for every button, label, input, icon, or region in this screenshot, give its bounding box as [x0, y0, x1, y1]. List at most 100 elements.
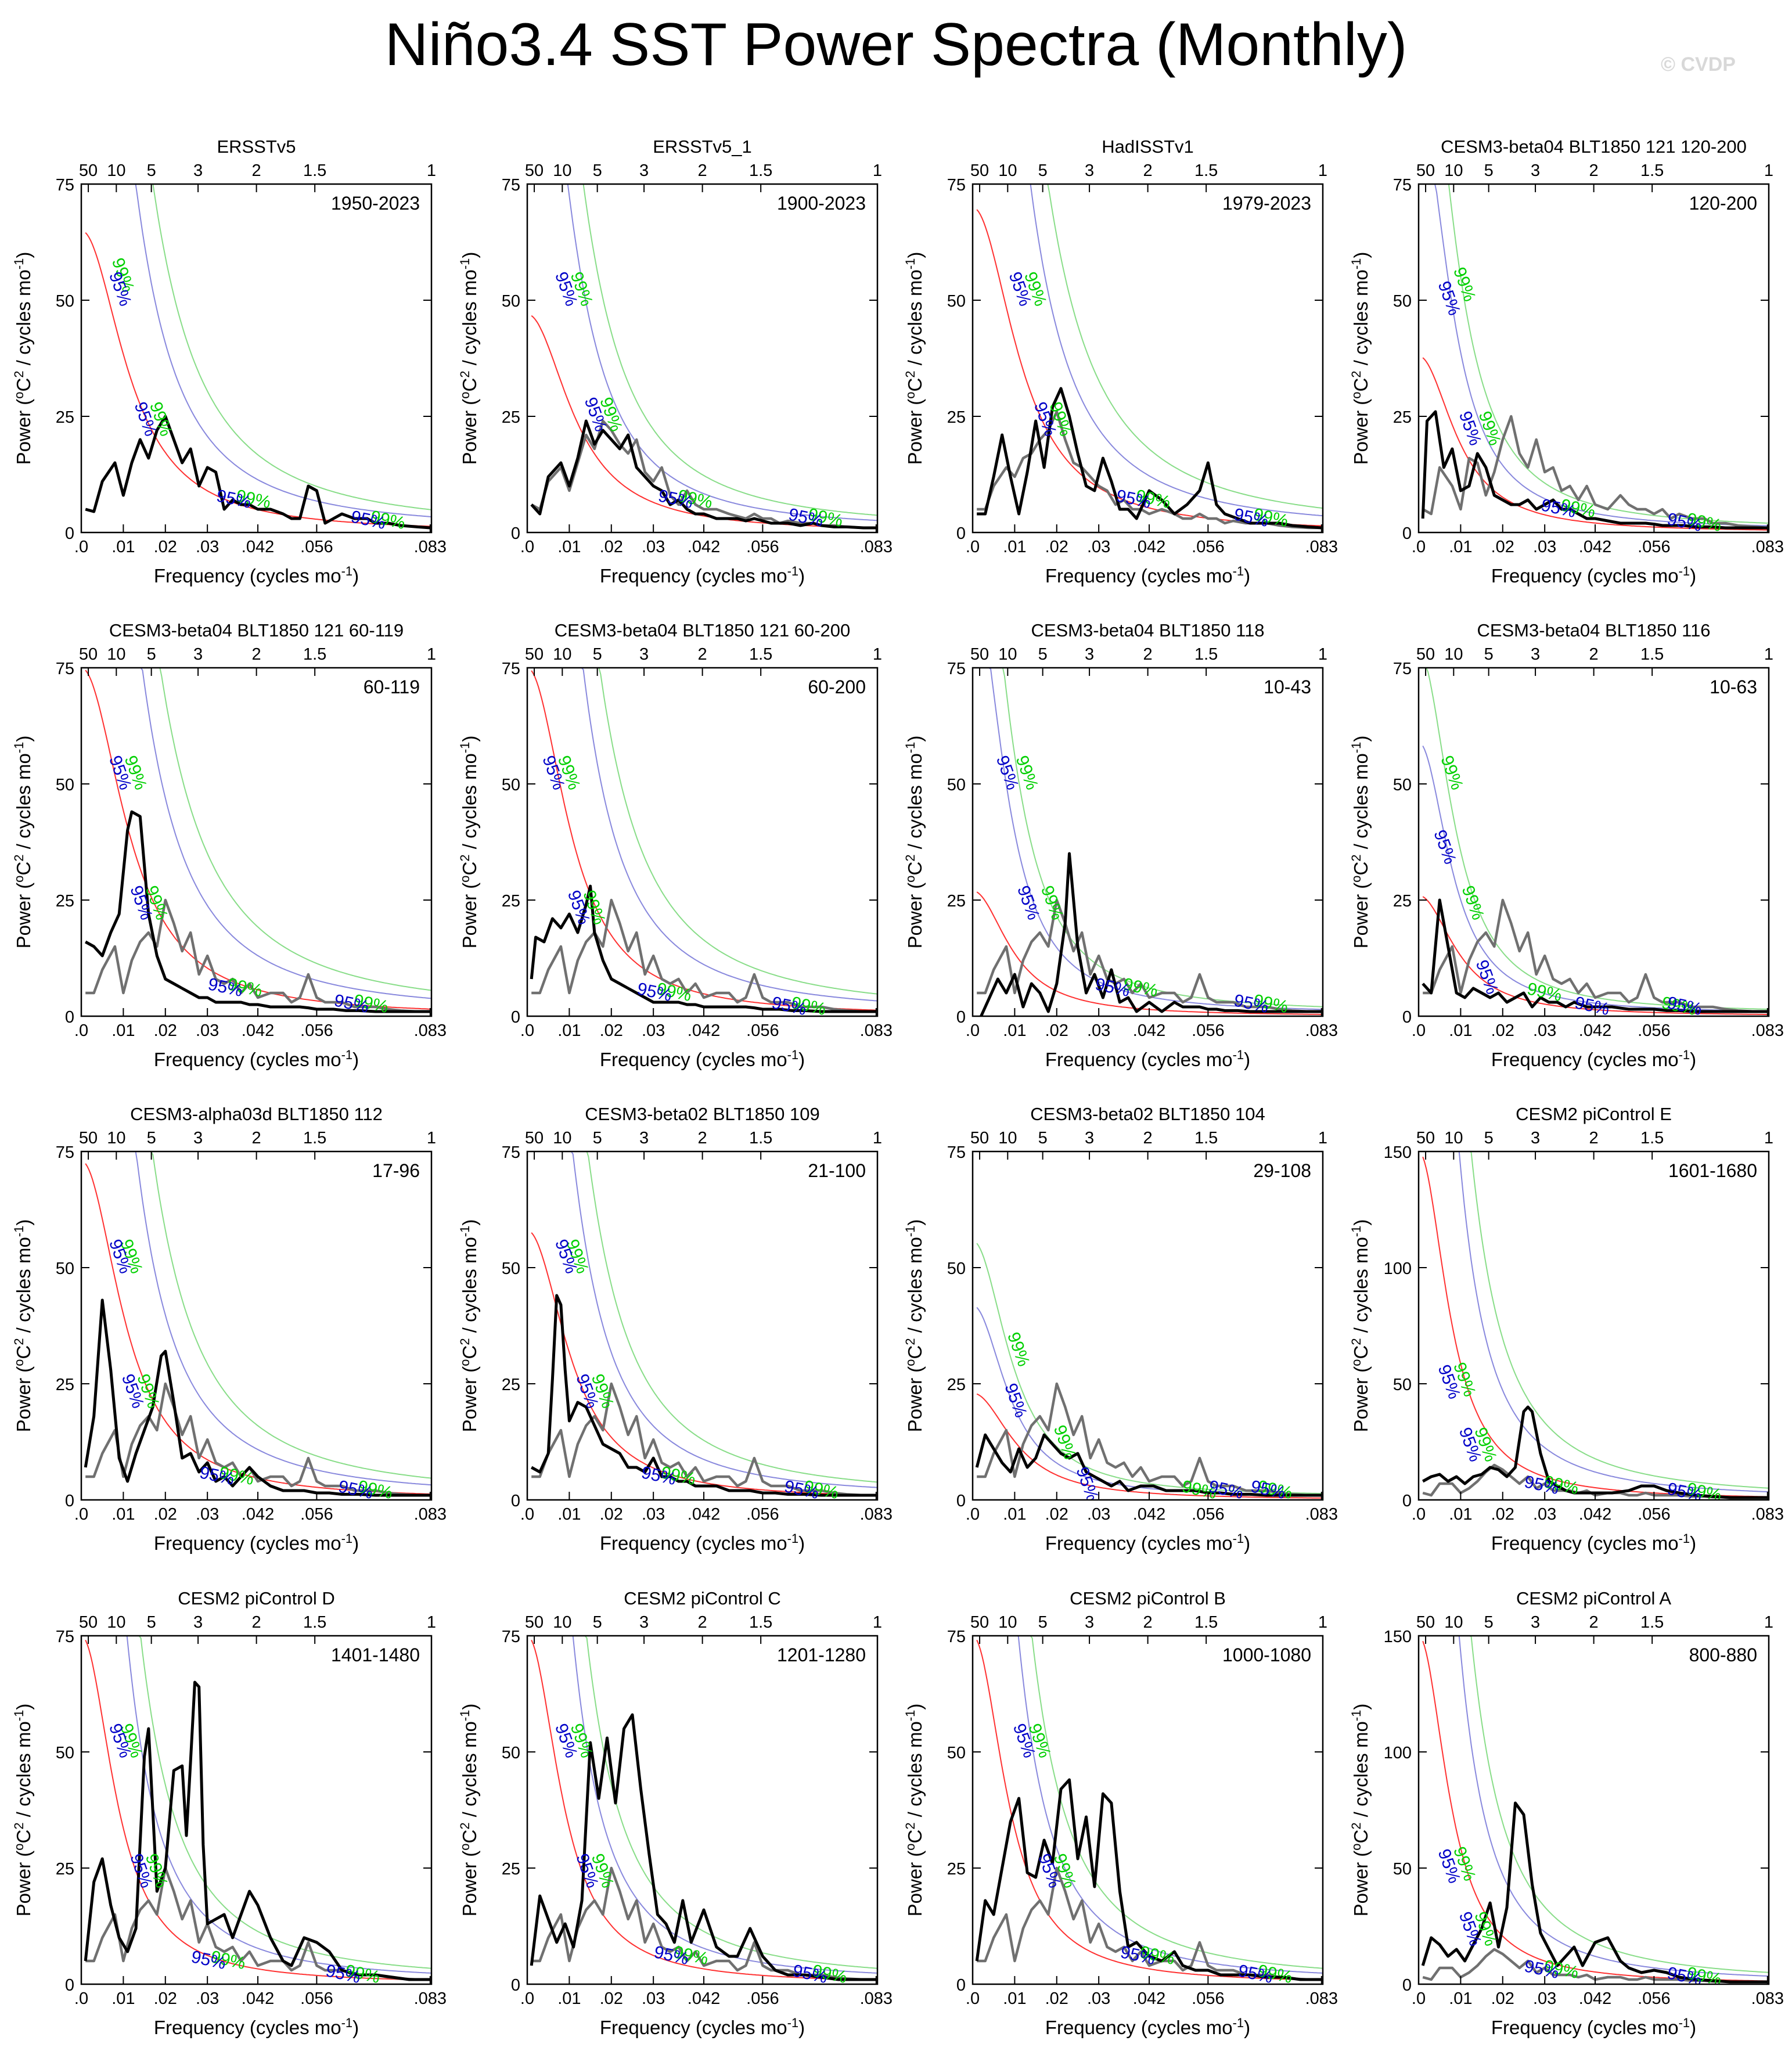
- x-tick-label: .056: [746, 1505, 779, 1524]
- y-tick-label: 50: [947, 776, 966, 794]
- y-axis-label-part: / cycles mo: [904, 753, 926, 854]
- panel-title: CESM3-beta04 BLT1850 121 60-200: [555, 620, 851, 640]
- x-tick-label: .056: [300, 1989, 333, 2008]
- curves: 99%95%99%95%99%95%99%95%: [530, 1636, 877, 1984]
- x-axis-label-text: Frequency (cycles mo: [154, 2017, 341, 2038]
- y-tick-label: 50: [1393, 776, 1412, 794]
- top-tick-label: 1: [1318, 161, 1327, 180]
- x-tick-label: .0: [1412, 1505, 1426, 1524]
- y-axis-label-part: -1: [12, 1710, 26, 1722]
- y-axis-label-part: 2: [458, 1822, 472, 1829]
- y-axis-label-part: / cycles mo: [459, 1237, 480, 1338]
- y-tick-label: 75: [502, 1628, 520, 1646]
- y-axis-label: Power (oC2 / cycles mo-1): [12, 736, 34, 949]
- sig95-curve: [531, 1151, 877, 1488]
- spectrum-panel: CESM3-beta04 BLT1850 116 10-63 99% 95% 99% 95…: [1349, 620, 1784, 1070]
- panel-title: ERSSTv5_1: [653, 136, 752, 157]
- y-axis-label: Power (oC2 / cycles mo-1): [458, 1704, 480, 1917]
- x-axis-label-text: Frequency (cycles mo: [1491, 1049, 1679, 1070]
- y-tick-label: 0: [511, 1976, 520, 1995]
- sig99-curve: [1423, 184, 1769, 524]
- x-axis-label: Frequency (cycles mo-1): [154, 1048, 359, 1070]
- spectrum-line: [84, 810, 430, 1013]
- y-axis-label-part: ): [459, 1219, 480, 1226]
- x-tick-label: .03: [1087, 1505, 1110, 1524]
- top-tick-label: 1: [1318, 1129, 1327, 1147]
- y-axis-label: Power (oC2 / cycles mo-1): [903, 252, 926, 465]
- top-tick-label: 2: [1589, 645, 1599, 664]
- x-axis-label-sup: -1: [1233, 1048, 1244, 1062]
- x-tick-label: .083: [1305, 1989, 1338, 2008]
- spectrum-line: [1421, 410, 1768, 530]
- top-tick-label: 5: [1038, 161, 1048, 180]
- x-tick-label: .03: [196, 1505, 219, 1524]
- top-tick-label: 50: [1416, 645, 1435, 664]
- y-axis-label-part: Power (: [904, 399, 926, 465]
- spectrum-panel: CESM3-beta04 BLT1850 118 10-4399%95%99%95…: [903, 620, 1338, 1070]
- y-axis-label-part: 2: [458, 854, 472, 861]
- y-tick-label: 0: [1402, 1008, 1412, 1027]
- y-axis-label: Power (oC2 / cycles mo-1): [1349, 1219, 1372, 1433]
- x-axis-label: Frequency (cycles mo-1): [1491, 2016, 1696, 2038]
- x-tick-label: .03: [642, 1505, 665, 1524]
- x-tick-label: .02: [1491, 1021, 1514, 1040]
- x-tick-label: .042: [688, 1989, 720, 2008]
- top-tick-label: 50: [1416, 1613, 1435, 1632]
- x-axis-label: Frequency (cycles mo-1): [1045, 1531, 1250, 1554]
- top-tick-label: 50: [970, 645, 989, 664]
- y-axis-label-part: / cycles mo: [1350, 269, 1372, 370]
- y-axis-label-part: o: [903, 391, 917, 398]
- top-tick-label: 3: [639, 645, 649, 664]
- spectrum-panel: CESM3-beta02 BLT1850 104 29-108 99%95%99%9…: [903, 1104, 1338, 1554]
- y-axis-label-part: Power (: [1350, 883, 1372, 949]
- period-label: 1000-1080: [1222, 1644, 1311, 1665]
- y-axis-label-part: ): [13, 736, 34, 742]
- top-tick-label: 1: [1764, 1129, 1773, 1147]
- spectrum-panel: CESM2 piControl A 800-88099%95%99%95%99%9…: [1349, 1588, 1784, 2038]
- x-tick-label: .01: [557, 538, 581, 556]
- y-axis-label-part: ): [459, 736, 480, 742]
- y-axis-label-part: / cycles mo: [459, 753, 480, 854]
- y-axis-label-part: 2: [12, 1338, 26, 1345]
- y-axis-label-part: C: [904, 1830, 926, 1844]
- y-axis-label-part: -1: [1349, 258, 1363, 270]
- y-tick-label: 75: [947, 660, 966, 678]
- top-tick-label: 3: [193, 161, 203, 180]
- plot-frame: [1417, 667, 1770, 1017]
- y-axis-label-part: Power (: [904, 883, 926, 949]
- y-tick-label: 25: [56, 892, 74, 911]
- top-tick-label: 3: [639, 1613, 649, 1632]
- y-axis-label-part: 2: [1349, 854, 1363, 861]
- y-axis-label-part: C: [904, 862, 926, 876]
- y-tick-label: 50: [1393, 1860, 1412, 1879]
- y-axis-label-part: ): [13, 1219, 34, 1226]
- x-tick-label: .01: [557, 1989, 581, 2008]
- spectrum-line: [980, 852, 1322, 1016]
- x-tick-label: .083: [1751, 1989, 1784, 2008]
- x-tick-label: .042: [1133, 1989, 1165, 2008]
- y-tick-label: 50: [947, 292, 966, 311]
- top-tick-label: 10: [107, 645, 125, 664]
- x-tick-label: .0: [74, 1021, 88, 1040]
- x-tick-label: .042: [1133, 1505, 1165, 1524]
- sig95-curve: [531, 184, 877, 521]
- top-tick-label: 2: [698, 161, 707, 180]
- period-label: 10-63: [1710, 676, 1757, 697]
- y-axis-label-part: ): [904, 736, 926, 742]
- x-axis-label-end: ): [352, 1532, 359, 1554]
- sig99-curve: [531, 1151, 877, 1483]
- top-tick-label: 50: [970, 1129, 989, 1147]
- spectrum-panel: CESM2 piControl D 1401-148099%95%99%95%99…: [12, 1588, 447, 2038]
- curves: 99%95%99%95%99%95%99%95%: [84, 1636, 431, 1984]
- spectrum-line: [1422, 898, 1768, 1013]
- top-tick-label: 1: [427, 645, 436, 664]
- x-tick-label: .01: [1003, 1021, 1026, 1040]
- x-axis-label-sup: -1: [1679, 1048, 1690, 1062]
- top-tick-label: 10: [998, 1613, 1017, 1632]
- y-tick-label: 0: [956, 524, 966, 543]
- x-axis-label-sup: -1: [341, 2016, 353, 2030]
- y-axis-label-part: -1: [1349, 1710, 1363, 1722]
- spectrum-line: [975, 1433, 1322, 1497]
- period-label: 17-96: [372, 1160, 420, 1181]
- x-axis-label: Frequency (cycles mo-1): [600, 564, 805, 586]
